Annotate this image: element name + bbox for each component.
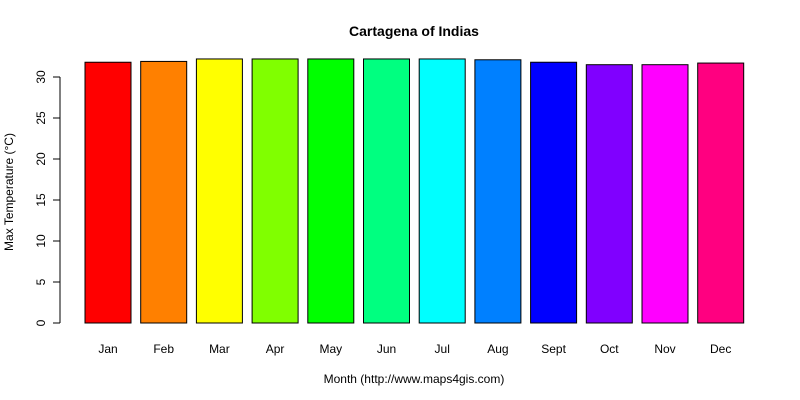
x-tick-label: Oct: [600, 342, 619, 356]
x-tick-label: Mar: [209, 342, 230, 356]
y-tick-label: 10: [34, 234, 48, 248]
bar-sept: [530, 61, 578, 324]
x-axis-label: Month (http://www.maps4gis.com): [324, 372, 505, 386]
y-axis-label: Max Temperature (°C): [2, 133, 16, 251]
y-axis: 0 5 10 15 20 25 30: [34, 70, 61, 326]
y-tick-label: 0: [34, 319, 48, 326]
x-tick-label: Nov: [654, 342, 675, 356]
x-tick-label: Apr: [266, 342, 285, 356]
x-tick-label: Jun: [377, 342, 396, 356]
y-tick-label: 15: [34, 193, 48, 207]
y-tick-label: 25: [34, 111, 48, 125]
bar-may: [307, 58, 355, 324]
bar-mar: [195, 58, 243, 324]
y-tick-label: 30: [34, 70, 48, 84]
x-tick-label: Jan: [98, 342, 117, 356]
y-tick-label: 20: [34, 152, 48, 166]
bar-apr: [251, 58, 299, 324]
x-tick-label: Aug: [487, 342, 508, 356]
bar-jul: [418, 58, 466, 324]
x-tick-label: Jul: [435, 342, 450, 356]
bar-feb: [140, 60, 188, 324]
x-axis-tick-labels: Jan Feb Mar Apr May Jun Jul Aug Sept Oct Nov Dec: [98, 342, 731, 356]
x-tick-label: Sept: [541, 342, 566, 356]
y-tick-label: 5: [34, 278, 48, 285]
bar-dec: [697, 62, 745, 324]
bar-aug: [474, 59, 522, 324]
bar-jun: [363, 58, 410, 324]
bar-nov: [641, 64, 689, 324]
x-tick-label: Dec: [710, 342, 731, 356]
x-tick-label: May: [319, 342, 342, 356]
bar-oct: [585, 64, 633, 324]
x-tick-label: Feb: [153, 342, 174, 356]
bar-jan: [84, 61, 132, 324]
chart-title: Cartagena of Indias: [349, 23, 479, 39]
bars: [84, 58, 745, 324]
